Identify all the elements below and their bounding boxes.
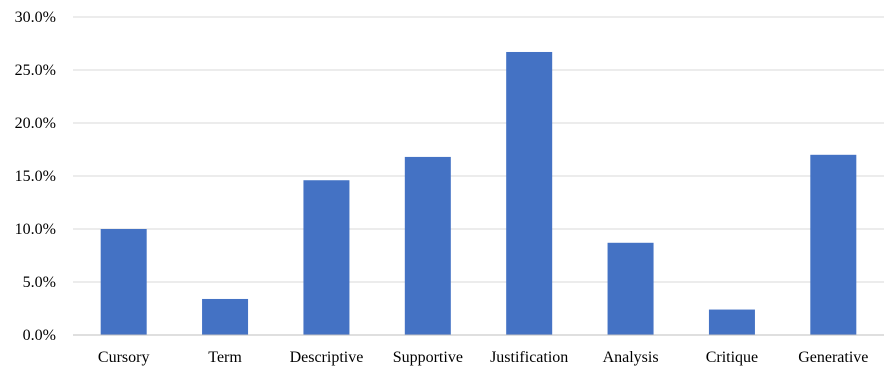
bar-descriptive	[303, 180, 350, 335]
bar-cursory	[100, 229, 147, 335]
bar-supportive	[404, 156, 451, 335]
y-tick-label: 30.0%	[15, 9, 56, 26]
y-tick-label: 15.0%	[15, 168, 56, 185]
y-tick-label: 25.0%	[15, 62, 56, 79]
bar-term	[202, 298, 249, 335]
bar-justification	[506, 51, 553, 335]
y-axis-tick-labels: 0.0% 5.0% 10.0% 15.0% 20.0% 25.0% 30.0%	[15, 9, 56, 344]
bar-analysis	[607, 242, 654, 335]
y-tick-label: 5.0%	[23, 274, 56, 291]
x-category-label: Generative	[798, 349, 868, 366]
y-tick-label: 10.0%	[15, 221, 56, 238]
x-category-label: Justification	[490, 349, 568, 366]
x-axis-category-labels: Cursory Term Descriptive Supportive Justific…	[98, 349, 869, 366]
x-category-label: Analysis	[603, 349, 659, 366]
y-tick-label: 0.0%	[23, 327, 56, 344]
x-category-label: Cursory	[98, 349, 150, 366]
x-category-label: Critique	[706, 349, 758, 366]
gridlines	[73, 16, 884, 283]
bar-generative	[810, 154, 857, 335]
x-category-label: Descriptive	[290, 349, 364, 366]
x-category-label: Supportive	[393, 349, 463, 366]
bars	[100, 51, 857, 335]
bar-critique	[708, 309, 755, 335]
x-category-label: Term	[208, 349, 242, 366]
y-tick-label: 20.0%	[15, 115, 56, 132]
